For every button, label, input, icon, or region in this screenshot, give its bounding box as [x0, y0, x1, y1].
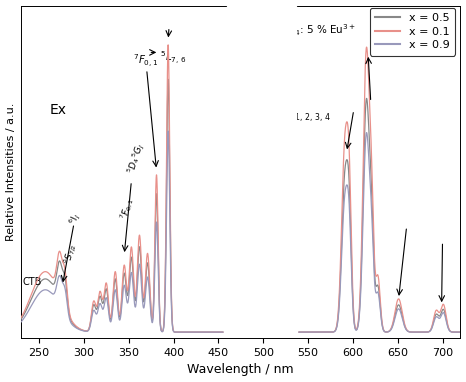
Text: $^{7}F_{0,1}$: $^{7}F_{0,1}$	[117, 196, 137, 221]
Text: $^{5}D_{4}$: $^{5}D_{4}$	[124, 155, 142, 175]
Text: Em: Em	[236, 61, 259, 75]
Text: $\mathrm{Y_xGd_{1-x}PO_4}$: 5 % Eu$^{3+}$: $\mathrm{Y_xGd_{1-x}PO_4}$: 5 % Eu$^{3+}…	[236, 22, 356, 38]
Text: $^{5}D_0$$\longrightarrow$$^{7}F_{1,\,2,\,3,\,4}$: $^{5}D_0$$\longrightarrow$$^{7}F_{1,\,2,…	[243, 105, 331, 125]
Text: CTB: CTB	[23, 277, 42, 287]
Text: $^{8}S_{7/2}$: $^{8}S_{7/2}$	[62, 241, 81, 265]
Text: $^{5}L_{7,\, 6}$: $^{5}L_{7,\, 6}$	[160, 49, 186, 66]
Text: $^{7}F_{0,1}$: $^{7}F_{0,1}$	[133, 52, 158, 69]
Bar	[227, 6, 296, 338]
Text: $^{6}I_{J}$: $^{6}I_{J}$	[68, 212, 84, 226]
Text: Ex: Ex	[50, 104, 67, 117]
Y-axis label: Relative Intensities / a.u.: Relative Intensities / a.u.	[6, 103, 15, 241]
Legend: x = 0.5, x = 0.1, x = 0.9: x = 0.5, x = 0.1, x = 0.9	[370, 8, 455, 55]
X-axis label: Wavelength / nm: Wavelength / nm	[187, 363, 294, 376]
Text: $^{5}G_{J}$: $^{5}G_{J}$	[130, 141, 148, 160]
